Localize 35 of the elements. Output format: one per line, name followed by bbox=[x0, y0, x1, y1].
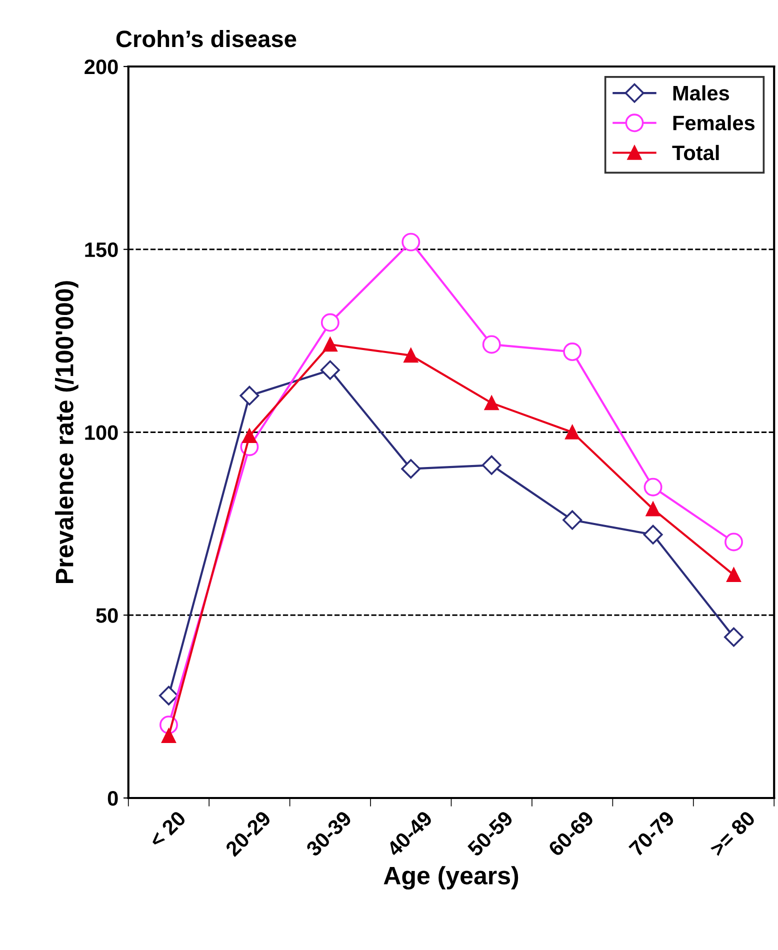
legend-label: Total bbox=[672, 144, 719, 160]
y-axis-title: Prevalence rate (/100'000) bbox=[55, 281, 78, 583]
point bbox=[158, 686, 178, 706]
point bbox=[482, 455, 502, 475]
point bbox=[323, 337, 338, 352]
point bbox=[563, 342, 582, 362]
x-tick-label: >= 80 bbox=[709, 810, 756, 857]
legend-label: Females bbox=[673, 115, 755, 130]
x-axis-title: Age (years) bbox=[384, 866, 518, 890]
y-tick-label: 50 bbox=[96, 608, 118, 623]
y-tick-label: 100 bbox=[85, 425, 118, 440]
point bbox=[401, 459, 421, 479]
point bbox=[320, 313, 340, 332]
point bbox=[402, 232, 420, 252]
y-tick-label: 0 bbox=[108, 791, 118, 806]
point bbox=[484, 396, 499, 410]
point bbox=[562, 510, 582, 530]
point bbox=[643, 524, 663, 544]
legend-label: Males bbox=[673, 85, 730, 101]
point bbox=[726, 568, 741, 582]
point bbox=[242, 428, 257, 444]
point bbox=[240, 386, 260, 406]
point bbox=[565, 425, 580, 440]
point bbox=[644, 478, 662, 496]
point bbox=[482, 335, 501, 354]
point bbox=[724, 627, 744, 647]
point bbox=[724, 532, 743, 552]
x-tick-label: < 20 bbox=[148, 810, 187, 848]
y-tick-label: 150 bbox=[85, 242, 118, 258]
y-tick-label: 200 bbox=[84, 60, 118, 74]
point bbox=[320, 360, 340, 380]
chart-title: Crohn’s disease bbox=[116, 30, 296, 48]
point bbox=[646, 502, 660, 516]
point bbox=[162, 728, 176, 743]
point bbox=[404, 348, 418, 363]
